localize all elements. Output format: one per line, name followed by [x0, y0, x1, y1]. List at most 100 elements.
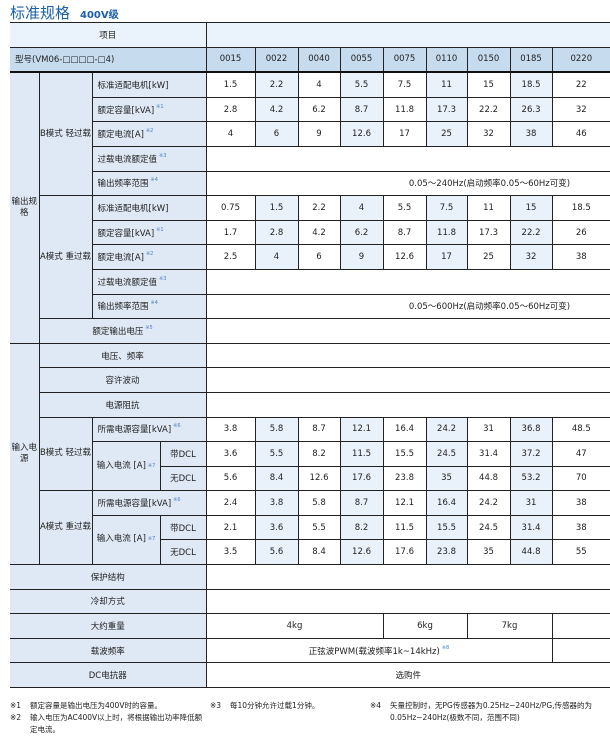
value-cell: 16.4 — [425, 490, 468, 516]
row-label-text: 容许波动 — [105, 376, 140, 387]
value-cell: 17.6 — [382, 539, 427, 566]
table-row: 额定输出电压 ※5 — [10, 318, 610, 344]
model-0055: 0055 — [339, 46, 384, 74]
value-cell-text: 5.8 — [269, 424, 284, 435]
value-cell-text: 4.2 — [312, 227, 326, 238]
merged-value — [205, 268, 610, 295]
value-cell-text: 24.2 — [437, 424, 456, 435]
weight-value — [551, 613, 610, 639]
value-cell-text: 2.2 — [269, 79, 284, 90]
footnote-ref: ※2 — [145, 128, 154, 135]
table-row: A模式 重过载 标准适配电机[kW] 0.75 1.5 2.2 4 5.5 7.5 11 15 18… — [10, 195, 610, 320]
input-current-label-text: 输入电流 [A] — [96, 460, 146, 471]
value-cell: 11.8 — [425, 219, 468, 246]
value-cell: 1.7 — [205, 219, 256, 246]
value-cell-text: 25 — [483, 252, 494, 263]
value-cell: 15.5 — [425, 514, 468, 541]
value-cell-text: 26.3 — [521, 104, 541, 115]
capacity-label: 所需电源容量[kVA] ※6 — [91, 490, 207, 516]
table-row: 冷却方式 — [10, 588, 610, 615]
value-cell: 26 — [551, 219, 610, 246]
value-cell-text: 22 — [575, 79, 587, 90]
row-label: 标准适配电机[kW] — [91, 195, 207, 221]
value-cell: 4.2 — [297, 219, 341, 246]
value-cell: 12.6 — [339, 539, 384, 566]
weight-value: 4kg — [205, 613, 384, 639]
value-cell: 2.1 — [205, 514, 256, 541]
value-cell-text: 17 — [441, 252, 452, 263]
weight-label-text: 大约重量 — [90, 622, 125, 633]
value-cell-text: 38 — [575, 522, 587, 533]
table-row: 输入电源 电压、频率 — [10, 342, 610, 566]
cooling-label-text: 冷却方式 — [90, 597, 125, 608]
merged-value — [205, 318, 610, 344]
value-cell-text: 37.2 — [521, 448, 541, 459]
value-cell-text: 17.3 — [479, 227, 498, 238]
value-cell-text: 70 — [575, 473, 587, 484]
with-dcl-label: 带DCL — [159, 514, 207, 541]
value-cell-text: 2.8 — [269, 227, 284, 238]
value-cell: 11 — [466, 195, 511, 221]
value-cell: 16.4 — [382, 416, 427, 443]
value-cell-text: 5.6 — [269, 547, 284, 558]
item-header-text: 项目 — [99, 30, 117, 41]
value-cell: 8.2 — [297, 441, 341, 467]
footnote-1: ※1 额定容量是输出电压为400V时的容量。 — [10, 701, 162, 710]
value-cell: 48.5 — [551, 416, 610, 443]
value-cell: 15 — [466, 71, 511, 98]
input-mode-label-text: A模式 重过载 — [39, 522, 92, 533]
value-cell-text: 5.5 — [397, 202, 412, 213]
value-cell-text: 26 — [575, 227, 587, 238]
table-row: 电源阻抗 — [10, 391, 610, 418]
value-cell-text: 6.2 — [312, 104, 326, 115]
value-cell: 5.5 — [254, 441, 299, 467]
footnote-ref: ※4 — [150, 300, 158, 307]
value-cell-text: 32 — [525, 252, 537, 263]
value-cell: 36.8 — [509, 416, 553, 443]
table-row: 无DCL 5.6 8.4 12.6 17.6 23.8 35 44.8 53.2 70 — [10, 465, 610, 492]
value-cell: 3.8 — [254, 490, 299, 516]
value-cell: 11.8 — [382, 96, 427, 123]
table-row: 保护结构 — [10, 564, 610, 590]
row-label: 额定电流[A] ※2 — [91, 121, 207, 147]
value-cell-text: 12.1 — [395, 498, 414, 509]
spec-table: 项目 型号(VM06-□□□□-□4) 0015 0022 0040 0055 0075 01… — [10, 22, 610, 689]
model-0150-text: 0150 — [477, 54, 500, 65]
value-cell: 17.3 — [466, 219, 511, 246]
footnote-ref: ※2 — [145, 251, 154, 258]
value-cell: 24.2 — [466, 490, 511, 516]
row-label: 过载电流额定值 ※3 — [91, 145, 207, 172]
footnotes-col-1: ※1 额定容量是输出电压为400V时的容量。 ※2 输入电压为AC400V以上时，将… — [10, 700, 205, 736]
value-cell: 38 — [551, 514, 610, 541]
value-cell-text: 4 — [358, 202, 365, 213]
value-cell-text: 48.5 — [571, 424, 591, 435]
value-cell-text: 25 — [441, 129, 452, 140]
value-cell: 9 — [297, 121, 341, 147]
value-cell-text: 5.5 — [312, 522, 326, 533]
input-group-label-text: 输入电源 — [11, 442, 37, 464]
value-cell-text: 12.1 — [352, 424, 371, 435]
value-cell: 3.5 — [205, 539, 256, 566]
carrier-label-text: 载波频率 — [90, 646, 125, 657]
value-cell: 8.7 — [339, 490, 384, 516]
value-cell-text: 36.8 — [521, 424, 541, 435]
table-row: 输出频率范围 ※4 0.05～600Hz(启动频率0.05～60Hz可变) — [10, 293, 610, 320]
value-cell-text: 53.2 — [521, 473, 541, 484]
dc-reactor-value-text: 选购件 — [395, 671, 422, 682]
value-cell-text: 55 — [575, 547, 587, 558]
value-cell-text: 31.4 — [521, 522, 541, 533]
merged-value — [205, 367, 610, 393]
value-cell-text: 11.5 — [395, 522, 414, 533]
value-cell: 8.4 — [297, 539, 341, 566]
merged-value — [205, 391, 610, 418]
value-cell: 3.6 — [205, 441, 256, 467]
model-0185: 0185 — [509, 46, 553, 74]
value-cell: 17.6 — [339, 465, 384, 492]
value-cell-text: 11.5 — [352, 448, 371, 459]
value-cell: 23.8 — [425, 539, 468, 566]
value-cell-text: 2.4 — [223, 498, 238, 509]
value-cell: 5.6 — [205, 465, 256, 492]
value-cell: 35 — [466, 539, 511, 566]
value-cell: 35 — [425, 465, 468, 492]
row-label-text: 标准适配电机[kW] — [97, 80, 169, 91]
